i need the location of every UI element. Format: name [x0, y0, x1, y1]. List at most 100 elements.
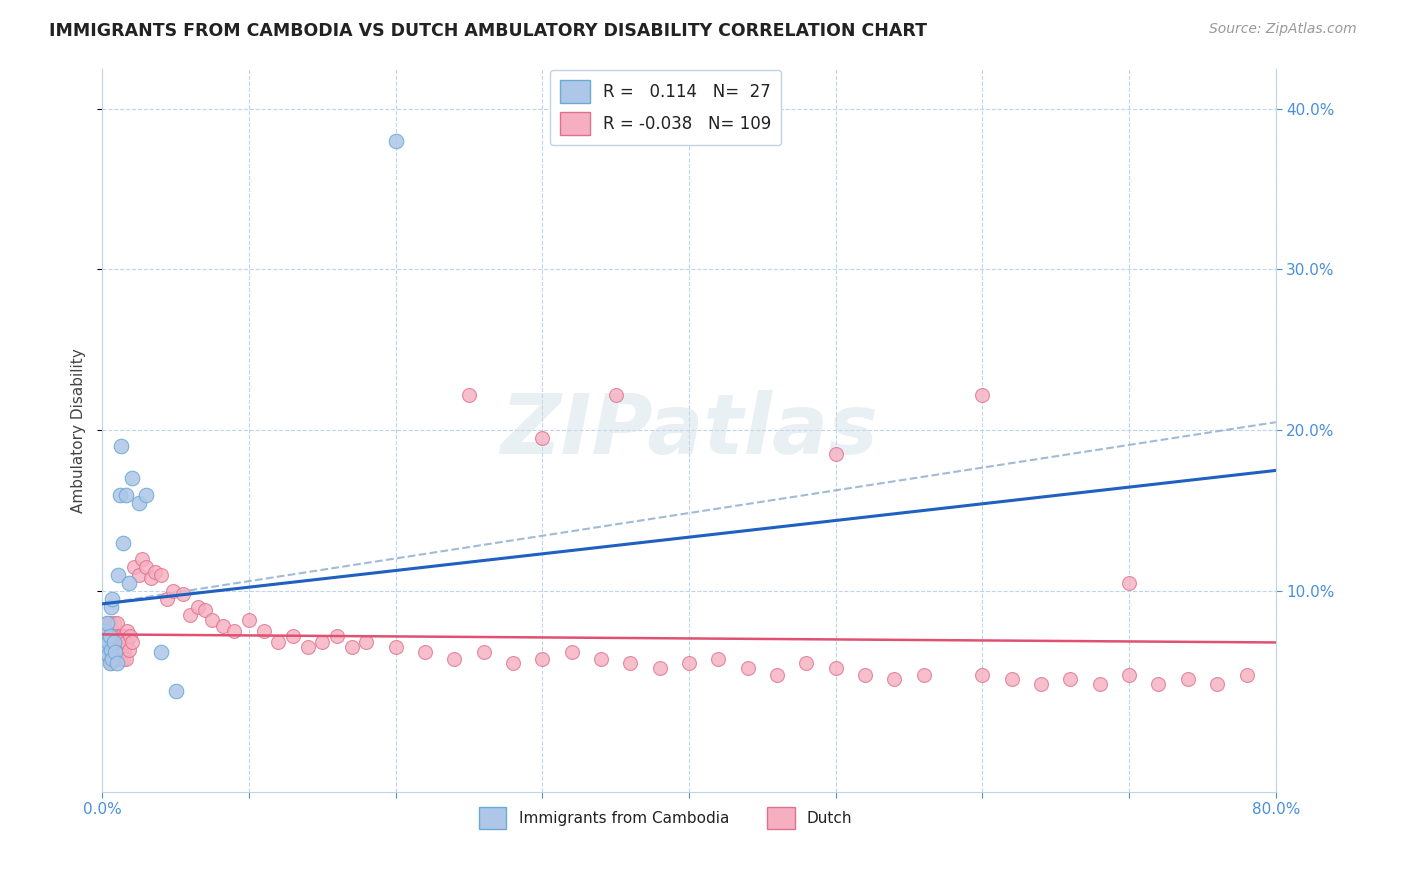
Point: [100, 643, 122, 657]
Point: [104, 629, 127, 643]
Point: [824, 447, 846, 461]
Point: [101, 640, 124, 655]
Point: [121, 635, 143, 649]
Point: [149, 568, 172, 582]
Point: [502, 657, 524, 671]
Point: [101, 648, 124, 663]
Point: [1088, 677, 1111, 691]
Point: [110, 629, 132, 643]
Point: [96, 616, 118, 631]
Point: [340, 640, 363, 655]
Point: [96, 640, 118, 655]
Point: [458, 388, 481, 402]
Point: [100, 629, 122, 643]
Point: [224, 624, 246, 639]
Point: [211, 619, 233, 633]
Point: [281, 629, 304, 643]
Point: [796, 657, 818, 671]
Point: [356, 635, 378, 649]
Point: [1147, 677, 1170, 691]
Point: [1236, 667, 1258, 681]
Point: [1118, 576, 1140, 591]
Point: [100, 600, 122, 615]
Point: [117, 643, 139, 657]
Point: [172, 587, 194, 601]
Text: Source: ZipAtlas.com: Source: ZipAtlas.com: [1209, 22, 1357, 37]
Point: [156, 592, 179, 607]
Point: [128, 568, 150, 582]
Point: [1206, 677, 1229, 691]
Point: [111, 651, 134, 665]
Point: [121, 471, 143, 485]
Point: [97, 624, 120, 639]
Point: [115, 624, 138, 639]
Point: [128, 495, 150, 509]
Point: [384, 134, 406, 148]
Point: [605, 388, 627, 402]
Point: [111, 535, 134, 549]
Point: [413, 645, 436, 659]
Point: [114, 635, 136, 649]
Point: [766, 667, 789, 681]
Point: [883, 673, 905, 687]
Point: [238, 613, 260, 627]
Point: [531, 431, 554, 445]
Point: [972, 667, 994, 681]
Point: [98, 616, 121, 631]
Legend: Immigrants from Cambodia, Dutch: Immigrants from Cambodia, Dutch: [472, 801, 859, 835]
Point: [108, 651, 131, 665]
Point: [101, 592, 124, 607]
Point: [561, 645, 583, 659]
Point: [104, 645, 127, 659]
Point: [108, 487, 131, 501]
Point: [108, 635, 131, 649]
Point: [103, 651, 125, 665]
Point: [326, 629, 349, 643]
Point: [1118, 667, 1140, 681]
Point: [678, 657, 700, 671]
Point: [824, 661, 846, 675]
Point: [853, 667, 876, 681]
Point: [94, 624, 117, 639]
Point: [103, 635, 125, 649]
Point: [100, 643, 122, 657]
Point: [105, 640, 128, 655]
Point: [110, 439, 132, 453]
Point: [96, 616, 118, 631]
Point: [143, 565, 166, 579]
Point: [131, 552, 153, 566]
Point: [472, 645, 495, 659]
Point: [93, 632, 115, 647]
Point: [104, 643, 127, 657]
Point: [201, 613, 224, 627]
Point: [107, 629, 129, 643]
Point: [97, 648, 120, 663]
Point: [120, 629, 142, 643]
Point: [135, 560, 157, 574]
Point: [100, 624, 122, 639]
Point: [117, 576, 139, 591]
Point: [111, 632, 134, 647]
Point: [619, 657, 641, 671]
Text: IMMIGRANTS FROM CAMBODIA VS DUTCH AMBULATORY DISABILITY CORRELATION CHART: IMMIGRANTS FROM CAMBODIA VS DUTCH AMBULA…: [49, 22, 927, 40]
Point: [103, 616, 125, 631]
Point: [110, 643, 132, 657]
Point: [297, 640, 319, 655]
Point: [707, 651, 730, 665]
Point: [252, 624, 274, 639]
Point: [589, 651, 612, 665]
Point: [105, 616, 128, 631]
Point: [531, 651, 554, 665]
Point: [98, 629, 121, 643]
Point: [105, 651, 128, 665]
Point: [112, 629, 135, 643]
Point: [139, 571, 162, 585]
Point: [135, 487, 157, 501]
Point: [97, 648, 120, 663]
Point: [149, 645, 172, 659]
Point: [114, 651, 136, 665]
Point: [114, 487, 136, 501]
Point: [98, 651, 121, 665]
Point: [311, 635, 333, 649]
Text: ZIPatlas: ZIPatlas: [501, 390, 877, 471]
